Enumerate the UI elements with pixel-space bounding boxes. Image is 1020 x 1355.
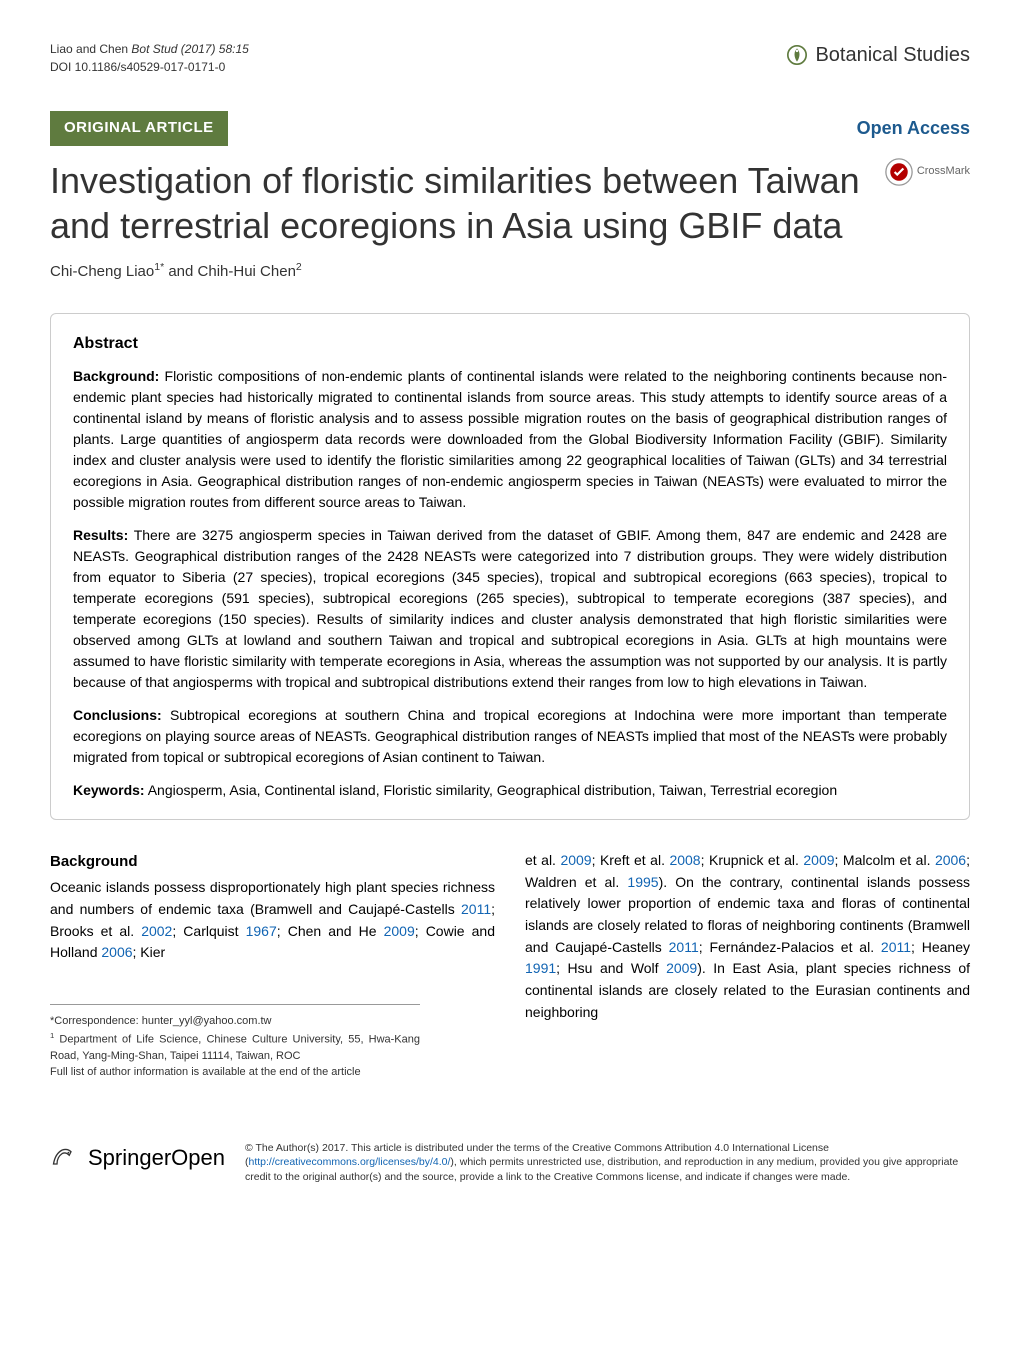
ref-link[interactable]: 1995 [627,874,658,890]
authors-line: Chi-Cheng Liao1* and Chih-Hui Chen2 [50,260,970,284]
ref-link[interactable]: 1967 [246,923,277,939]
ref-link[interactable]: 2006 [101,944,132,960]
journal-leaf-icon [787,45,807,65]
author-info-line: Full list of author information is avail… [50,1064,420,1081]
citation-line: Liao and Chen Bot Stud (2017) 58:15 [50,40,249,58]
ref-link[interactable]: 2009 [803,852,834,868]
open-access-label: Open Access [857,115,970,142]
abstract-box: Abstract Background: Floristic compositi… [50,313,970,820]
abstract-background-text: Floristic compositions of non-endemic pl… [73,368,947,510]
left-column: Background Oceanic islands possess dispr… [50,850,495,1081]
title-row: CrossMark Investigation of floristic sim… [50,158,970,248]
ref-link[interactable]: 2009 [560,852,591,868]
right-column: et al. 2009; Kreft et al. 2008; Krupnick… [525,850,970,1081]
abstract-heading: Abstract [73,332,947,356]
abstract-background: Background: Floristic compositions of no… [73,366,947,513]
ref-link[interactable]: 2008 [669,852,700,868]
crossmark-label: CrossMark [917,163,970,180]
affiliation-line: 1 Department of Life Science, Chinese Cu… [50,1030,420,1065]
doi-line: DOI 10.1186/s40529-017-0171-0 [50,58,249,76]
ref-link[interactable]: 2011 [881,939,911,955]
springer-open-logo: SpringerOpen [50,1141,225,1174]
cc-license-link[interactable]: http://creativecommons.org/licenses/by/4… [248,1156,450,1168]
crossmark-icon [885,158,913,186]
copyright-row: SpringerOpen © The Author(s) 2017. This … [50,1141,970,1185]
ref-link[interactable]: 1991 [525,960,556,976]
correspondence-line: *Correspondence: hunter_yyl@yahoo.com.tw [50,1013,420,1030]
journal-brand: Botanical Studies [787,40,970,70]
keywords-text: Angiosperm, Asia, Continental island, Fl… [148,782,837,798]
ref-link[interactable]: 2009 [384,923,415,939]
abstract-keywords: Keywords: Angiosperm, Asia, Continental … [73,780,947,801]
abstract-background-label: Background: [73,368,159,384]
ref-link[interactable]: 2011 [669,939,699,955]
page-container: Liao and Chen Bot Stud (2017) 58:15 DOI … [0,0,1020,1225]
keywords-label: Keywords: [73,782,145,798]
citation-journal: Bot Stud (2017) 58:15 [131,42,248,56]
body-columns: Background Oceanic islands possess dispr… [50,850,970,1081]
ref-link[interactable]: 2011 [461,901,491,917]
crossmark-badge[interactable]: CrossMark [885,158,970,186]
springer-open-suffix: Open [171,1145,225,1170]
page-header: Liao and Chen Bot Stud (2017) 58:15 DOI … [50,40,970,76]
citation-block: Liao and Chen Bot Stud (2017) 58:15 DOI … [50,40,249,76]
abstract-results-label: Results: [73,527,128,543]
ref-link[interactable]: 2002 [141,923,172,939]
abstract-results: Results: There are 3275 angiosperm speci… [73,525,947,693]
background-paragraph-right: et al. 2009; Kreft et al. 2008; Krupnick… [525,850,970,1024]
article-title: Investigation of floristic similarities … [50,158,870,248]
springer-brand-text: SpringerOpen [88,1141,225,1174]
copyright-text: © The Author(s) 2017. This article is di… [245,1141,970,1185]
abstract-conclusions-label: Conclusions: [73,707,162,723]
ref-link[interactable]: 2009 [666,960,697,976]
abstract-conclusions: Conclusions: Subtropical ecoregions at s… [73,705,947,768]
correspondence-footer: *Correspondence: hunter_yyl@yahoo.com.tw… [50,1004,420,1081]
journal-name: Botanical Studies [815,40,970,70]
citation-authors: Liao and Chen [50,42,128,56]
springer-horse-icon [50,1143,78,1171]
ref-link[interactable]: 2006 [935,852,966,868]
article-type-row: ORIGINAL ARTICLE Open Access [50,111,970,146]
background-section-heading: Background [50,850,495,873]
springer-label: Springer [88,1145,171,1170]
abstract-results-text: There are 3275 angiosperm species in Tai… [73,527,947,690]
article-type-badge: ORIGINAL ARTICLE [50,111,228,146]
abstract-conclusions-text: Subtropical ecoregions at southern China… [73,707,947,765]
background-paragraph-left: Oceanic islands possess disproportionate… [50,877,495,964]
